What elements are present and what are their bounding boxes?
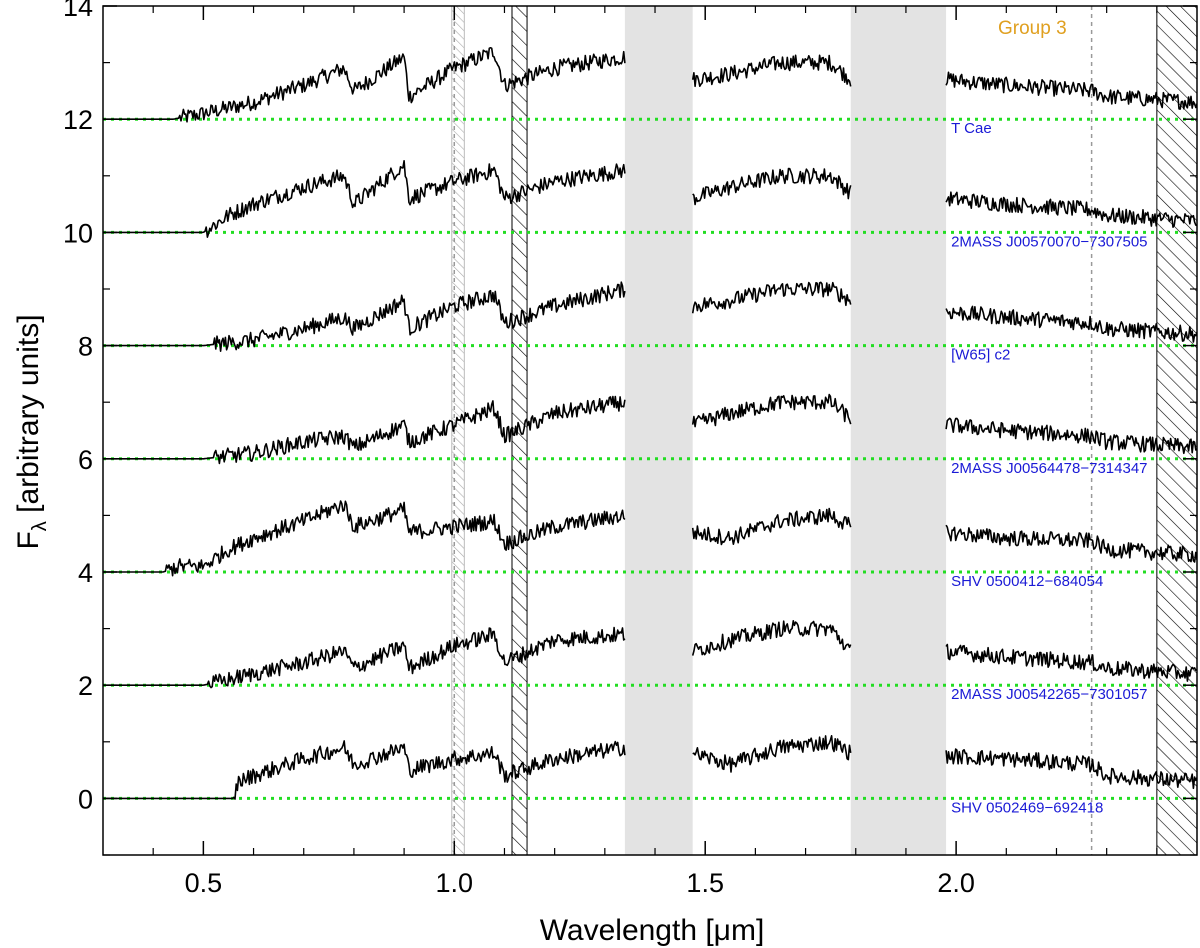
- y-tick-label-4: 8: [78, 332, 93, 362]
- baseline-lines: [103, 117, 1197, 800]
- spectrum-line-3-seg-0: [103, 395, 626, 465]
- grey-band-0: [624, 6, 693, 855]
- star-label-1: 2MASS J00570070−7307505: [951, 233, 1147, 250]
- spectrum-line-3-seg-1: [691, 393, 852, 428]
- spectrum-line-0-seg-1: [691, 54, 852, 88]
- y-axis-title: Fλ [arbitrary units]: [12, 314, 51, 549]
- x-tick-label-0: 0.5: [185, 868, 223, 898]
- y-tick-label-0: 0: [78, 784, 93, 814]
- group-annotation: Group 3: [998, 18, 1067, 39]
- axes: 0.5 1.0 1.5 2.0 0 2 4 6 8 10 12 14: [63, 0, 1198, 898]
- spectrum-line-0-seg-0: [103, 47, 626, 123]
- y-tick-label-6: 12: [63, 105, 93, 135]
- x-tick-label-1: 1.0: [436, 868, 474, 898]
- spectrum-line-6-seg-1: [692, 735, 852, 773]
- wavelength-bands: [451, 6, 1197, 855]
- spectrum-line-1-seg-0: [103, 160, 626, 238]
- star-label-4: SHV 0500412−684054: [951, 573, 1103, 590]
- star-label-6: SHV 0502469−692418: [951, 799, 1103, 816]
- y-axis-title-subscript: λ: [29, 521, 51, 531]
- grey-band-1: [850, 6, 947, 855]
- y-axis-title-main: F: [12, 531, 45, 549]
- spectrum-line-5-seg-2: [945, 643, 1197, 682]
- spectrum-line-4-seg-0: [103, 500, 626, 577]
- spectrum-line-6-seg-0: [103, 740, 626, 800]
- hatched-band-2: [1156, 6, 1197, 855]
- x-tick-label-2: 1.5: [686, 868, 724, 898]
- spectrum-line-5-seg-0: [103, 626, 626, 689]
- y-tick-label-3: 6: [78, 445, 93, 475]
- star-label-3: 2MASS J00564478−7314347: [951, 460, 1147, 477]
- x-tick-label-3: 2.0: [937, 868, 975, 898]
- spectrum-line-2-seg-2: [945, 305, 1197, 343]
- spectrum-line-2-seg-1: [691, 281, 852, 314]
- y-tick-label-1: 2: [78, 671, 93, 701]
- star-label-2: [W65] c2: [951, 347, 1010, 364]
- spectrum-line-4-seg-1: [691, 507, 852, 546]
- y-tick-label-5: 10: [63, 218, 93, 248]
- star-label-5: 2MASS J00542265−7301057: [951, 686, 1147, 703]
- star-label-0: T Cae: [951, 120, 992, 137]
- spectrum-line-1-seg-1: [692, 167, 852, 206]
- spectrum-line-1-seg-2: [945, 191, 1197, 228]
- y-tick-label-7: 14: [63, 0, 93, 22]
- spectra-series: [103, 47, 1197, 800]
- y-tick-label-2: 4: [78, 558, 93, 588]
- x-axis-title: Wavelength [μm]: [540, 914, 765, 947]
- spectrum-line-5-seg-1: [691, 620, 852, 656]
- spectrum-line-4-seg-2: [945, 524, 1197, 563]
- spectrum-line-6-seg-2: [945, 748, 1197, 790]
- y-axis-title-units: [arbitrary units]: [12, 314, 45, 521]
- star-labels: T Cae 2MASS J00570070−7307505 [W65] c2 2MAS…: [951, 120, 1147, 816]
- svg-text:Fλ [arbitrary units]: Fλ [arbitrary units]: [12, 314, 51, 549]
- spectrum-line-2-seg-0: [103, 281, 626, 352]
- plot-frame: [102, 5, 1198, 856]
- spectrum-line-3-seg-2: [945, 417, 1197, 455]
- spectrum-line-0-seg-2: [945, 71, 1197, 110]
